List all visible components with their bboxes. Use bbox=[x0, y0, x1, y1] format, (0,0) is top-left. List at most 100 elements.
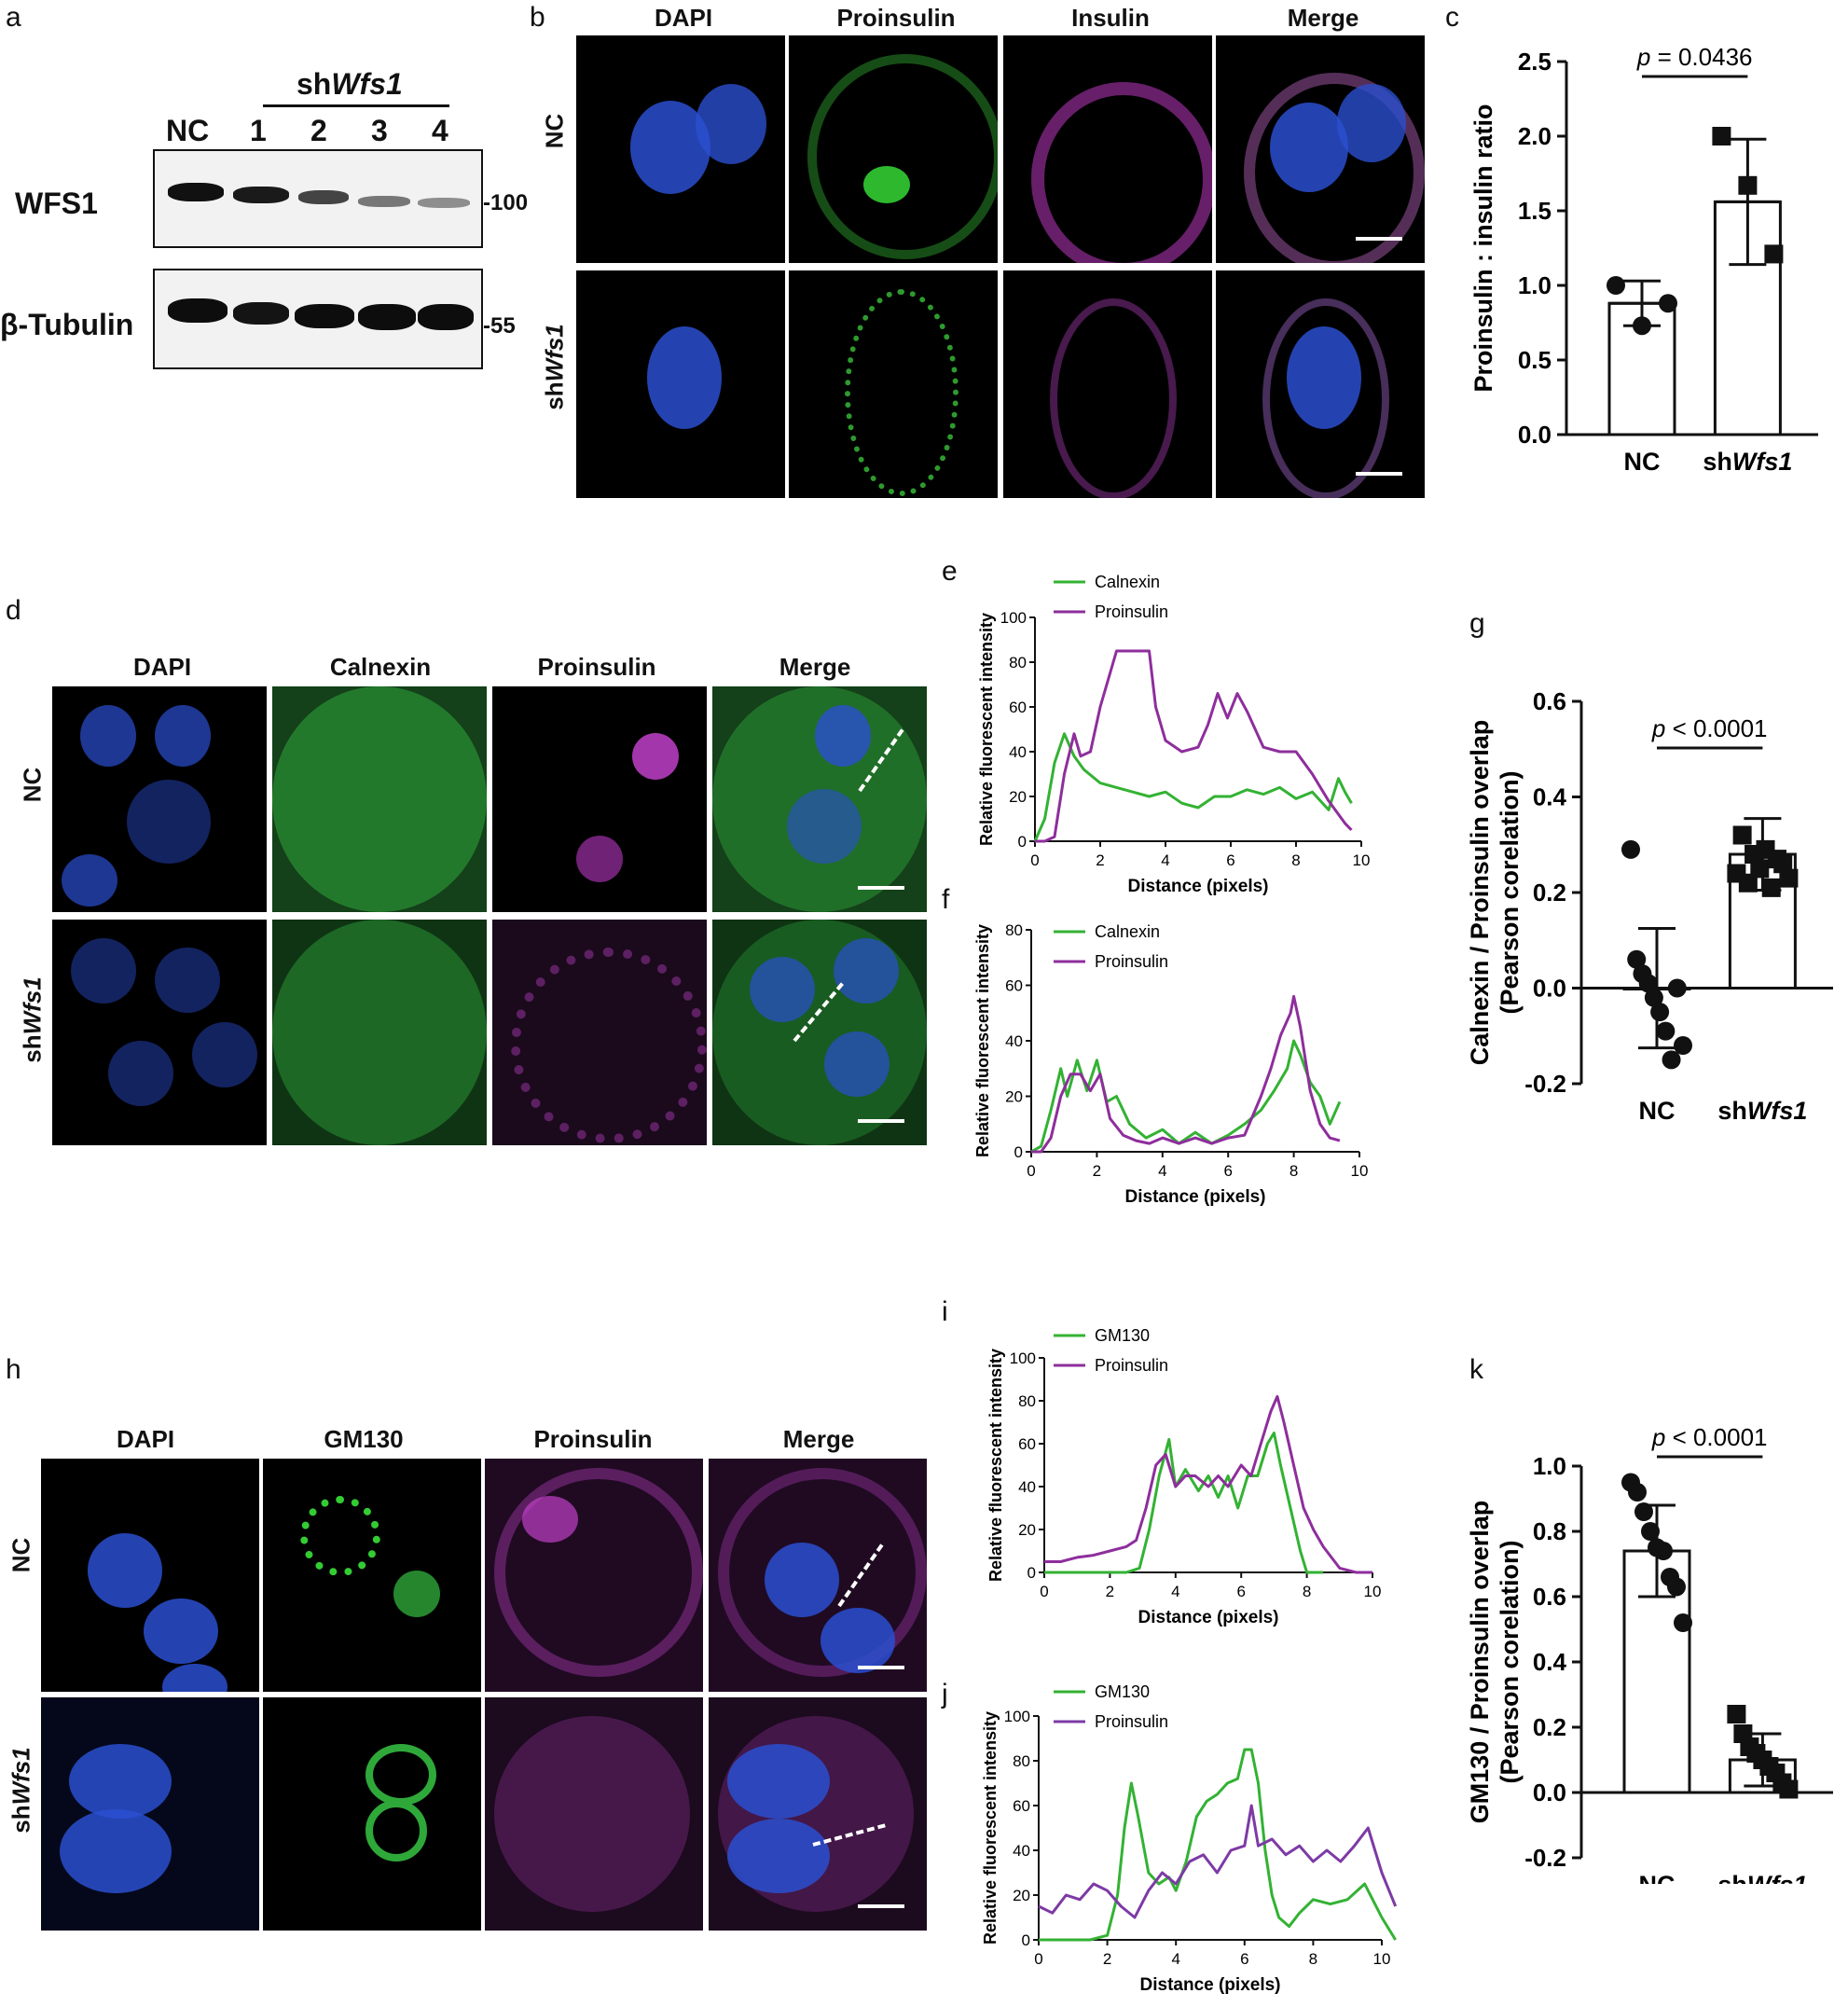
y-axis-label: Proinsulin : insulin ratio bbox=[1469, 104, 1497, 392]
scale-bar bbox=[858, 886, 904, 890]
x-tick-label: 2 bbox=[1103, 1950, 1111, 1968]
cell-signal bbox=[272, 686, 487, 912]
scale-bar bbox=[858, 1904, 904, 1908]
cell-signal bbox=[632, 733, 679, 780]
data-point bbox=[1627, 949, 1647, 969]
micrograph-b-sh-proinsulin bbox=[789, 270, 998, 498]
x-axis-label: Distance (pixels) bbox=[1140, 1975, 1281, 1995]
data-point bbox=[1738, 873, 1758, 893]
legend-label-gm130: GM130 bbox=[1095, 1326, 1150, 1345]
panel-letter-i: i bbox=[942, 1296, 948, 1327]
micrograph-d-sh-dapi bbox=[52, 920, 267, 1145]
micrograph-d-nc-calnexin bbox=[272, 686, 487, 912]
wb-band bbox=[418, 304, 474, 330]
nucleus bbox=[155, 705, 211, 767]
x-tick-label: 0 bbox=[1027, 1162, 1035, 1180]
cell-signal bbox=[1050, 298, 1177, 498]
scale-bar bbox=[858, 1119, 904, 1123]
cell-signal bbox=[863, 166, 910, 203]
y-tick-label: 0.5 bbox=[1518, 346, 1551, 374]
wb-group-label: shWfs1 bbox=[297, 67, 403, 101]
nucleus bbox=[60, 1809, 172, 1893]
y-tick-label: 60 bbox=[1018, 1435, 1036, 1453]
scale-bar bbox=[858, 1666, 904, 1669]
x-tick-label: 8 bbox=[1309, 1950, 1317, 1968]
micrograph-h-nc-dapi bbox=[41, 1459, 259, 1692]
x-tick-label: 6 bbox=[1226, 851, 1234, 869]
chart-c-proinsulin-insulin-ratio: 0.0 0.5 1.0 1.5 2.0 2.5 NC shWfs1 p = 0.0436 Proi… bbox=[1469, 43, 1818, 476]
chart-f-line-profile: 0 2 4 6 8 10 0 20 40 60 80 Distance (pixels) Relativ… bbox=[973, 921, 1369, 1207]
y-tick-label: 1.0 bbox=[1518, 271, 1551, 299]
micrograph-d-nc-merge bbox=[712, 686, 927, 912]
cell-signal bbox=[272, 920, 487, 1145]
x-tick-label: 4 bbox=[1158, 1162, 1166, 1180]
wb-lane-label-4: 4 bbox=[432, 114, 448, 147]
x-tick-label: 0 bbox=[1030, 851, 1039, 869]
nucleus bbox=[144, 1599, 218, 1664]
data-point bbox=[1667, 1577, 1686, 1597]
cell-signal bbox=[807, 54, 998, 259]
micrograph-b-sh-insulin bbox=[1003, 270, 1212, 498]
y-tick-label: 80 bbox=[1009, 654, 1027, 671]
panel-h-row-nc: NC bbox=[7, 1537, 35, 1573]
wb-lane-label-3: 3 bbox=[371, 114, 388, 147]
series-line-proinsulin bbox=[1035, 649, 1353, 843]
data-point bbox=[1650, 1003, 1670, 1022]
data-point bbox=[1732, 825, 1752, 845]
p-value-annotation: p = 0.0436 bbox=[1636, 43, 1753, 71]
wb-band bbox=[358, 196, 410, 207]
scale-bar bbox=[1356, 237, 1402, 241]
cell-signal bbox=[845, 289, 958, 496]
data-point bbox=[1654, 1542, 1673, 1560]
nucleus bbox=[192, 1022, 257, 1087]
nucleus bbox=[1337, 84, 1406, 162]
y-tick-label: 20 bbox=[1013, 1887, 1030, 1904]
nucleus bbox=[127, 780, 211, 864]
x-category-label: NC bbox=[1639, 1097, 1676, 1125]
micrograph-b-sh-merge bbox=[1216, 270, 1425, 498]
x-tick-label: 10 bbox=[1364, 1583, 1382, 1600]
nucleus bbox=[750, 957, 815, 1022]
y-axis-label: Relative fluorescent intensity bbox=[973, 924, 992, 1157]
cell-signal bbox=[494, 1468, 703, 1677]
wb-tubulin-membrane bbox=[153, 269, 483, 369]
y-tick-label: 80 bbox=[1013, 1752, 1030, 1770]
wb-lane-label-2: 2 bbox=[310, 114, 327, 147]
x-tick-label: 4 bbox=[1171, 1583, 1179, 1600]
nucleus bbox=[80, 705, 136, 767]
panel-b-row-shwfs1: shWfs1 bbox=[540, 324, 569, 410]
y-axis-label: GM130 / Proinsulin overlap bbox=[1466, 1501, 1494, 1824]
panel-d-row-shwfs1: shWfs1 bbox=[18, 976, 47, 1063]
panel-letter-e: e bbox=[942, 556, 958, 587]
data-point bbox=[1764, 244, 1784, 264]
data-point bbox=[1656, 1021, 1676, 1041]
panel-letter-a: a bbox=[6, 2, 21, 33]
wb-row-label-tubulin: β-Tubulin bbox=[0, 308, 134, 341]
cell-signal bbox=[1262, 298, 1389, 498]
wb-band bbox=[418, 198, 470, 208]
micrograph-h-sh-merge bbox=[709, 1697, 927, 1931]
nucleus bbox=[108, 1041, 173, 1106]
data-point bbox=[1712, 127, 1731, 145]
micrograph-h-sh-dapi bbox=[41, 1697, 259, 1931]
legend-label-proinsulin: Proinsulin bbox=[1095, 1356, 1168, 1375]
micrograph-b-nc-merge bbox=[1216, 35, 1425, 263]
x-tick-label: 10 bbox=[1351, 1162, 1369, 1180]
x-axis-label: Distance (pixels) bbox=[1128, 877, 1269, 896]
x-tick-label: 10 bbox=[1353, 851, 1371, 869]
data-point bbox=[1628, 1483, 1647, 1502]
data-point bbox=[1727, 1705, 1746, 1723]
series-line-proinsulin bbox=[1031, 994, 1341, 1154]
x-tick-label: 2 bbox=[1096, 851, 1104, 869]
x-category-label: shWfs1 bbox=[1717, 1871, 1807, 1884]
wb-marker-100: -100 bbox=[483, 190, 529, 215]
y-tick-label: 40 bbox=[1009, 743, 1027, 761]
y-axis-label: Calnexin / Proinsulin overlap bbox=[1466, 720, 1494, 1066]
chart-k-gm130-overlap: -0.2 0.0 0.2 0.4 0.6 0.8 1.0 NC shWfs1 p < 0.0001… bbox=[1466, 1423, 1833, 1884]
wb-band bbox=[358, 304, 416, 330]
y-tick-label: 0.8 bbox=[1533, 1517, 1566, 1545]
nucleus bbox=[787, 789, 862, 864]
y-axis-label: Relative fluorescent intensity bbox=[981, 1711, 1000, 1945]
data-point bbox=[1773, 854, 1793, 874]
y-tick-label: 80 bbox=[1018, 1392, 1036, 1410]
